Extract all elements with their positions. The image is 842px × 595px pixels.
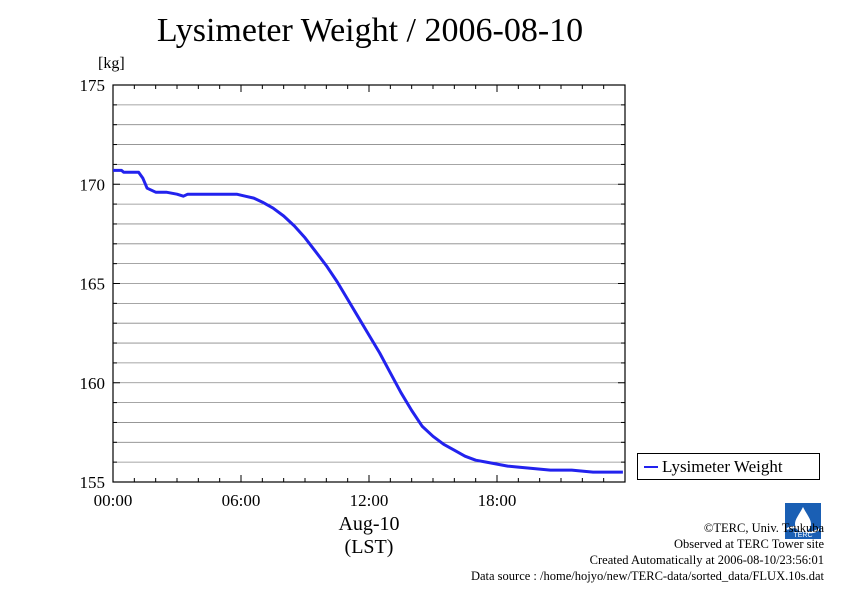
legend-label: Lysimeter Weight [662,456,783,476]
x-tick-label: 06:00 [222,491,261,510]
y-tick-label: 160 [80,374,106,393]
y-tick-label: 155 [80,473,106,492]
logo-text: TERC [793,532,812,539]
y-tick-label: 165 [80,275,106,294]
x-tick-label: 18:00 [478,491,517,510]
y-tick-label: 175 [80,76,106,95]
y-tick-label: 170 [80,175,106,194]
chart-title: Lysimeter Weight / 2006-08-10 [156,12,584,49]
credit-created: Created Automatically at 2006-08-10/23:5… [589,553,824,567]
credit-source: Data source : /home/hojyo/new/TERC-data/… [470,569,824,583]
legend-swatch [644,465,658,468]
credit-copyright: ©TERC, Univ. Tsukuba [703,521,824,535]
x-axis-label: (LST) [344,536,394,558]
x-tick-label: 12:00 [350,491,389,510]
series-line-lysimeter-weight [113,168,623,474]
x-tick-label: 00:00 [94,491,133,510]
x-axis-date: Aug-10 [338,513,400,535]
terc-logo-icon: TERC [785,503,821,539]
legend: Lysimeter Weight [637,453,820,480]
y-axis-unit: [kg] [98,55,125,72]
credits: ©TERC, Univ. Tsukuba Observed at TERC To… [471,520,824,584]
credit-observed: Observed at TERC Tower site [673,537,824,551]
